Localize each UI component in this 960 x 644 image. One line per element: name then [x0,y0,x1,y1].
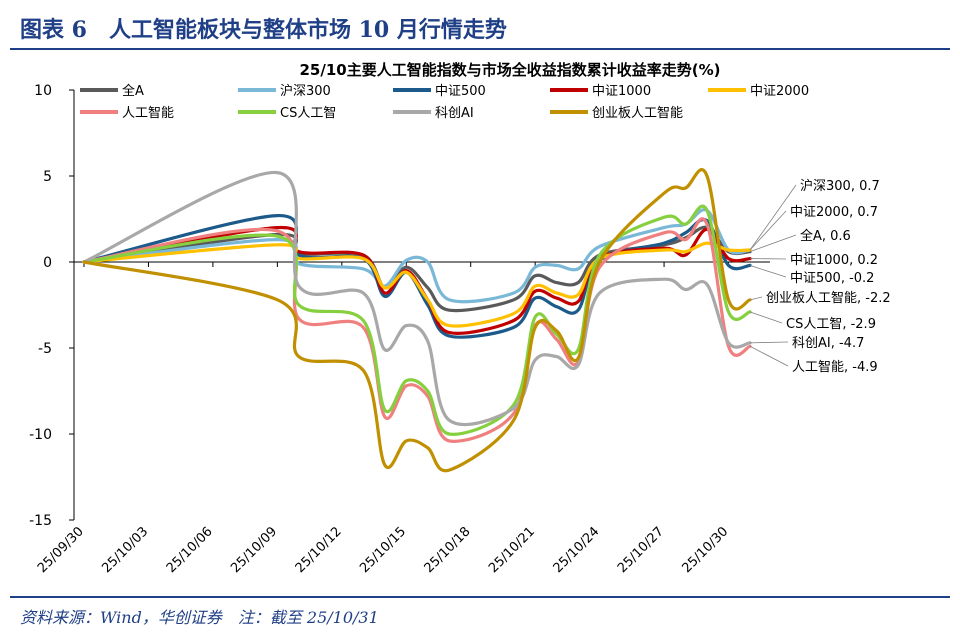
series-line [82,170,752,426]
figure-title: 图表 6 人工智能板块与整体市场 10 月行情走势 [20,17,507,43]
figure-footer: 资料来源：Wind，华创证券 注：截至 25/10/31 [10,596,950,638]
series-line [82,225,752,335]
callout-leader [749,296,763,301]
callout-leader [749,265,787,278]
y-tick-label: 10 [34,83,52,99]
callout-leader [749,311,783,324]
end-value-label: 中证500, -0.2 [790,271,874,286]
legend-label: 沪深300 [280,83,331,99]
x-tick-label: 25/10/09 [228,524,280,576]
legend-label: 全A [122,83,144,99]
x-tick-label: 25/10/03 [99,524,151,576]
x-tick-label: 25/10/30 [679,524,731,576]
x-tick-label: 25/10/21 [486,524,538,576]
figure-header: 图表 6 人工智能板块与整体市场 10 月行情走势 [10,8,950,50]
legend-label: 科创AI [435,106,474,121]
x-tick-label: 25/09/30 [35,524,87,576]
line-chart: 25/10主要人工智能指数与市场全收益指数累计收益率走势(%) 10 5 0 -5 -10… [29,61,891,576]
chart-title: 25/10主要人工智能指数与市场全收益指数累计收益率走势(%) [300,61,721,79]
y-tick-label: 0 [43,255,52,271]
end-value-label: 沪深300, 0.7 [800,178,880,194]
series-line [82,168,752,473]
legend-label: 中证2000 [750,84,809,99]
x-tick-label: 25/10/18 [422,524,474,576]
x-tick-label: 25/10/12 [293,524,345,576]
end-value-label: 中证1000, 0.2 [790,253,878,268]
y-tick-label: -15 [29,513,52,529]
end-value-label: 全A, 0.6 [800,228,851,244]
callout-leader [749,210,787,251]
callout-leader [749,341,789,344]
callout-leader [749,345,789,367]
legend-label: 人工智能 [122,106,174,121]
x-tick-label: 25/10/24 [551,524,603,576]
legend-label: CS人工智 [280,106,336,121]
y-tick-label: -10 [29,427,52,443]
legend-label: 中证500 [435,84,486,99]
legend-label: 创业板人工智能 [592,106,683,121]
end-value-label: 科创AI, -4.7 [792,336,864,351]
callout-leader [749,234,797,253]
end-value-label: CS人工智, -2.9 [786,317,876,332]
end-value-label: 人工智能, -4.9 [792,360,878,375]
end-value-label: 创业板人工智能, -2.2 [766,291,891,306]
series-line [82,204,752,436]
x-tick-label: 25/10/15 [357,524,409,576]
series-line [82,241,752,328]
end-value-label: 中证2000, 0.7 [790,205,878,220]
series-line [82,213,752,339]
x-tick-label: 25/10/27 [615,524,667,576]
y-tick-label: -5 [38,341,52,357]
figure-source: 资料来源：Wind，华创证券 注：截至 25/10/31 [20,608,379,627]
y-tick-label: 5 [43,169,52,185]
legend-label: 中证1000 [592,84,651,99]
x-tick-label: 25/10/06 [164,524,216,576]
callout-leader [749,184,797,251]
